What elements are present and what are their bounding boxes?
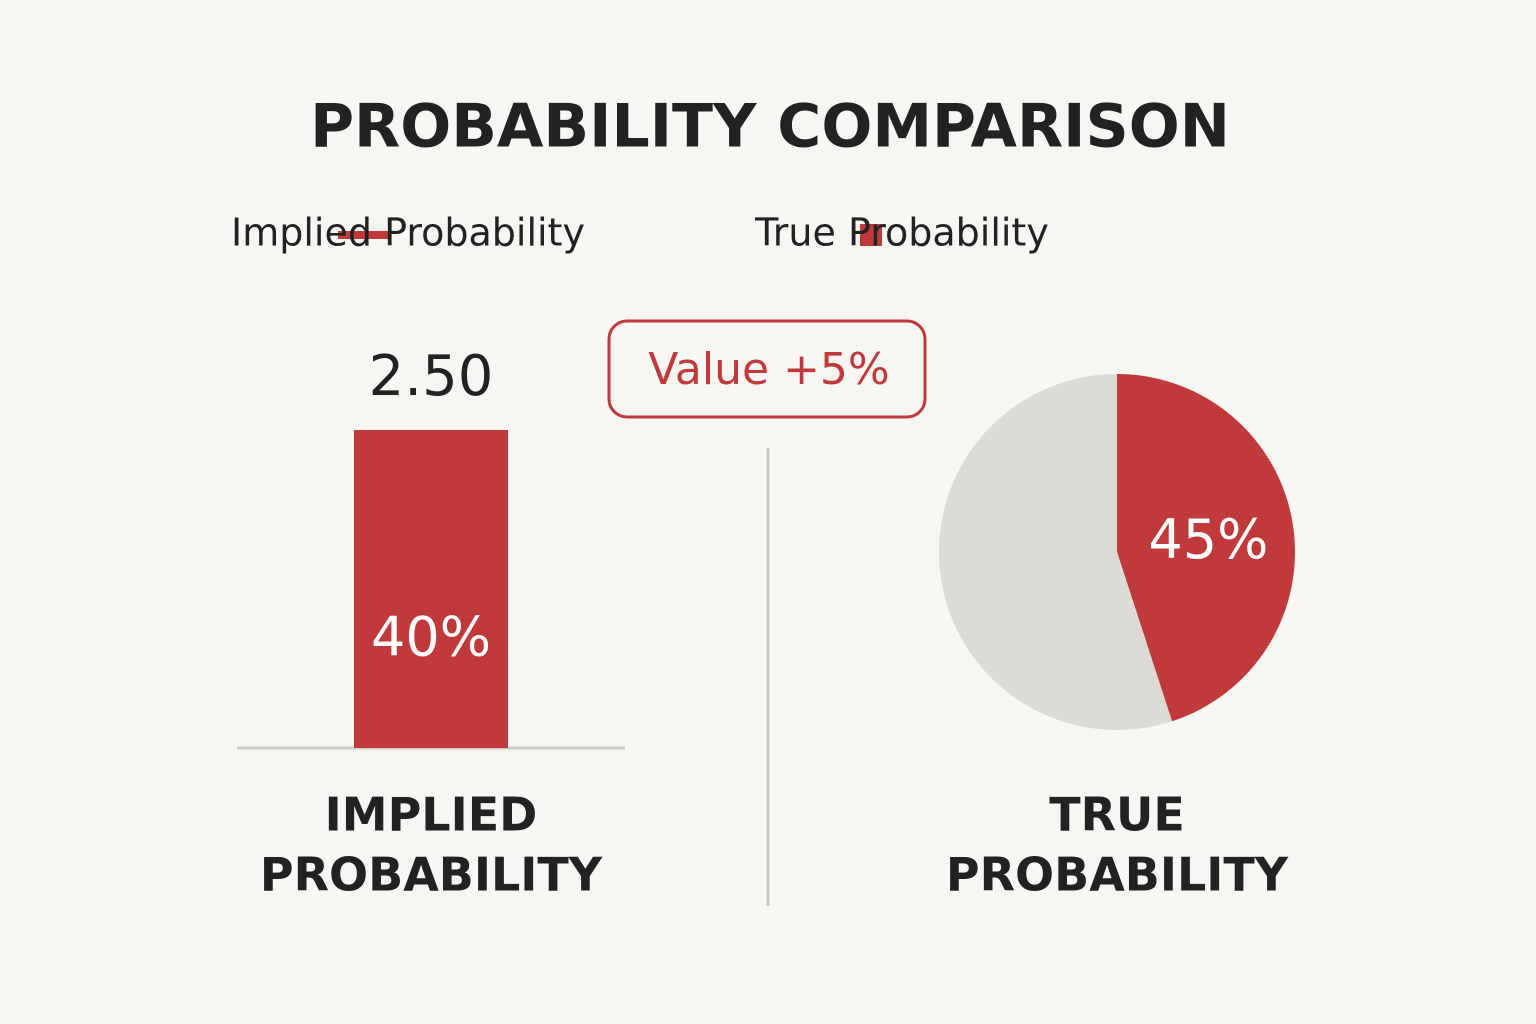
chart-label: IMPLIED [325,788,538,842]
chart-label: PROBABILITY [260,848,603,902]
pie-slice [1117,373,1296,722]
chart-title: PROBABILITY COMPARISON [310,92,1230,162]
annotation: Value +5% [648,344,889,395]
bar [354,430,508,748]
odds-label: 2.50 [369,344,494,409]
legend-marker [860,224,882,246]
pie-slice [939,374,1173,730]
annotation-box [607,319,927,419]
chart-label: PROBABILITY [946,848,1289,902]
chart-label: TRUE [1049,788,1185,842]
legend-marker [338,231,388,239]
bar-value-label: 40% [371,606,491,669]
legend-label: Implied Probability [231,211,585,255]
pie-value-label: 45% [1148,508,1268,571]
legend-label: True Probability [754,211,1049,255]
